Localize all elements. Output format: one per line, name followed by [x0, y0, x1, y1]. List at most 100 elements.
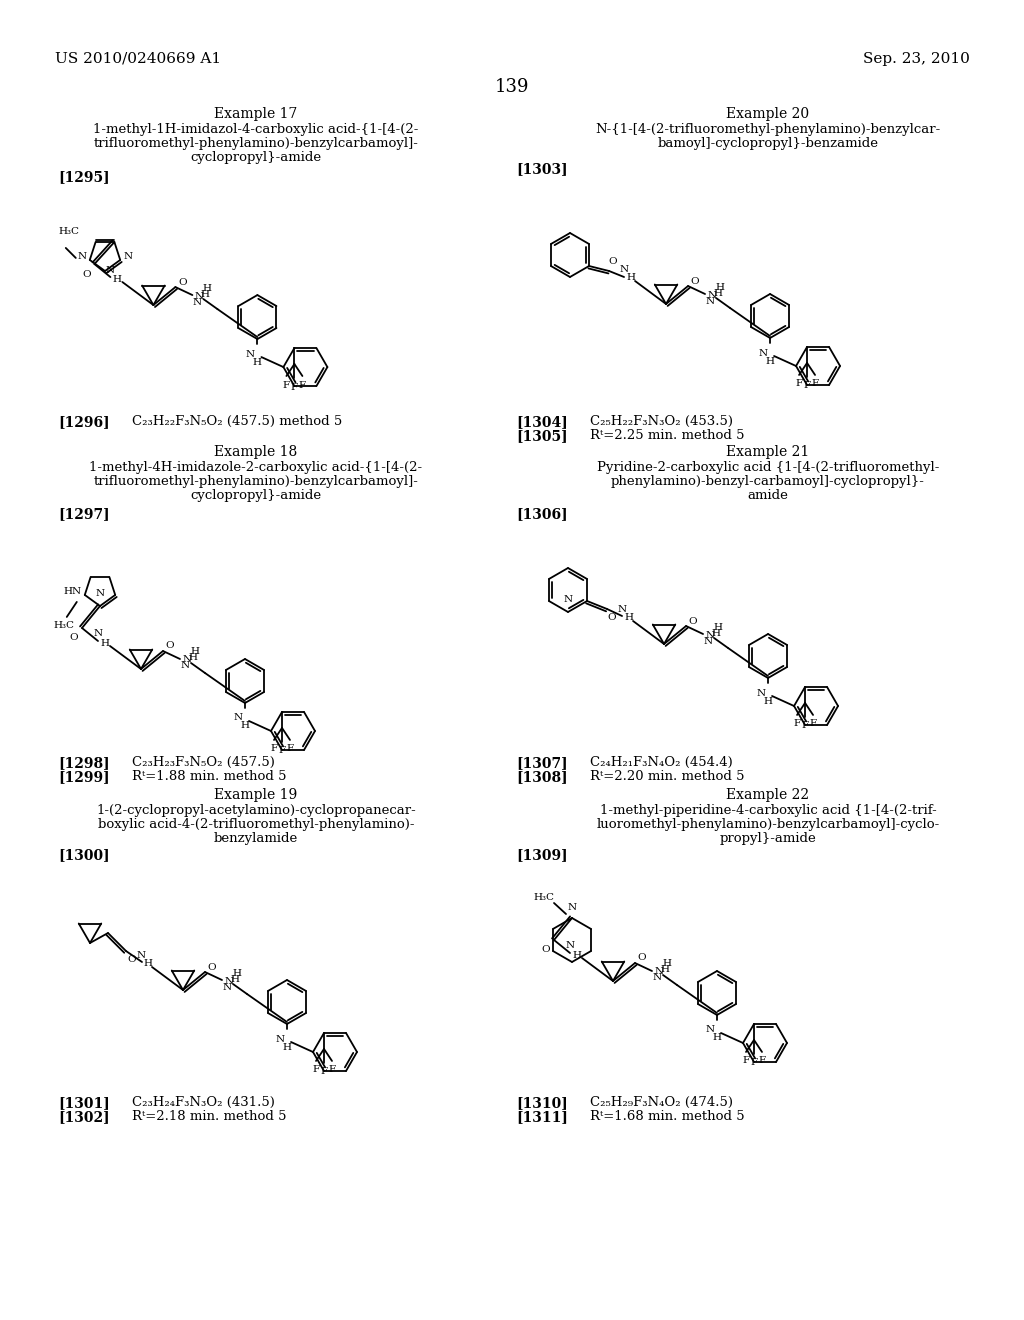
Text: Rᵗ=2.20 min. method 5: Rᵗ=2.20 min. method 5 — [590, 770, 744, 783]
Text: O: O — [638, 953, 646, 962]
Text: O: O — [166, 642, 174, 651]
Text: Rᵗ=1.68 min. method 5: Rᵗ=1.68 min. method 5 — [590, 1110, 744, 1123]
Text: H: H — [283, 1043, 292, 1052]
Text: F: F — [796, 379, 803, 388]
Text: N: N — [180, 661, 189, 671]
Text: F: F — [299, 380, 306, 389]
Text: H₃C: H₃C — [534, 894, 555, 903]
Text: O: O — [607, 612, 616, 622]
Text: F: F — [270, 744, 278, 754]
Text: H: H — [716, 282, 725, 292]
Text: F: F — [742, 1056, 750, 1065]
Text: H: H — [143, 960, 153, 969]
Text: H: H — [714, 623, 723, 631]
Text: N: N — [93, 630, 102, 639]
Text: N: N — [275, 1035, 285, 1044]
Text: trifluoromethyl-phenylamino)-benzylcarbamoyl]-: trifluoromethyl-phenylamino)-benzylcarba… — [93, 475, 419, 488]
Text: 1-methyl-4H-imidazole-2-carboxylic acid-{1-[4-(2-: 1-methyl-4H-imidazole-2-carboxylic acid-… — [89, 461, 423, 474]
Text: Example 20: Example 20 — [726, 107, 810, 121]
Text: [1306]: [1306] — [516, 507, 567, 521]
Text: H: H — [764, 697, 772, 705]
Text: Rᵗ=2.18 min. method 5: Rᵗ=2.18 min. method 5 — [132, 1110, 287, 1123]
Text: N: N — [563, 595, 572, 605]
Text: N: N — [233, 714, 243, 722]
Text: O: O — [691, 276, 699, 285]
Text: F: F — [321, 1068, 328, 1076]
Text: Example 18: Example 18 — [214, 445, 298, 459]
Text: 139: 139 — [495, 78, 529, 96]
Text: [1302]: [1302] — [58, 1110, 110, 1125]
Text: boxylic acid-4-(2-trifluoromethyl-phenylamino)-: boxylic acid-4-(2-trifluoromethyl-phenyl… — [97, 818, 415, 832]
Text: [1309]: [1309] — [516, 847, 567, 862]
Text: F: F — [804, 381, 811, 391]
Text: H₃C: H₃C — [58, 227, 80, 235]
Text: H: H — [712, 628, 721, 638]
Text: N: N — [654, 968, 664, 977]
Text: phenylamino)-benzyl-carbamoyl]-cyclopropyl}-: phenylamino)-benzyl-carbamoyl]-cycloprop… — [611, 475, 925, 488]
Text: N: N — [182, 656, 191, 664]
Text: C₂₃H₂₂F₃N₅O₂ (457.5) method 5: C₂₃H₂₂F₃N₅O₂ (457.5) method 5 — [132, 414, 342, 428]
Text: cyclopropyl}-amide: cyclopropyl}-amide — [190, 150, 322, 164]
Text: C₂₅H₂₂F₃N₃O₂ (453.5): C₂₅H₂₂F₃N₃O₂ (453.5) — [590, 414, 733, 428]
Text: H: H — [625, 614, 634, 623]
Text: [1300]: [1300] — [58, 847, 110, 862]
Text: 1-(2-cyclopropyl-acetylamino)-cyclopropanecar-: 1-(2-cyclopropyl-acetylamino)-cyclopropa… — [96, 804, 416, 817]
Text: F: F — [794, 719, 801, 729]
Text: H: H — [188, 653, 198, 663]
Text: F: F — [279, 746, 286, 755]
Text: C₂₃H₂₃F₃N₅O₂ (457.5): C₂₃H₂₃F₃N₅O₂ (457.5) — [132, 756, 274, 770]
Text: [1303]: [1303] — [516, 162, 567, 176]
Text: N: N — [706, 1026, 715, 1035]
Text: N-{1-[4-(2-trifluoromethyl-phenylamino)-benzylcar-: N-{1-[4-(2-trifluoromethyl-phenylamino)-… — [595, 123, 941, 136]
Text: H: H — [230, 974, 240, 983]
Text: C₂₃H₂₄F₃N₃O₂ (431.5): C₂₃H₂₄F₃N₃O₂ (431.5) — [132, 1096, 274, 1109]
Text: N: N — [759, 348, 768, 358]
Text: [1297]: [1297] — [58, 507, 110, 521]
Text: H: H — [714, 289, 723, 297]
Text: O: O — [82, 269, 91, 279]
Text: F: F — [751, 1059, 758, 1068]
Text: N: N — [706, 297, 715, 305]
Text: [1310]: [1310] — [516, 1096, 567, 1110]
Text: N: N — [105, 265, 115, 275]
Text: N: N — [620, 264, 629, 273]
Text: N: N — [193, 297, 202, 306]
Text: [1311]: [1311] — [516, 1110, 568, 1125]
Text: Example 19: Example 19 — [214, 788, 298, 803]
Text: N: N — [124, 252, 133, 261]
Text: C₂₅H₂₉F₃N₄O₂ (474.5): C₂₅H₂₉F₃N₄O₂ (474.5) — [590, 1096, 733, 1109]
Text: [1305]: [1305] — [516, 429, 567, 444]
Text: amide: amide — [748, 488, 788, 502]
Text: H: H — [627, 273, 636, 282]
Text: O: O — [70, 634, 78, 643]
Text: bamoyl]-cyclopropyl}-benzamide: bamoyl]-cyclopropyl}-benzamide — [657, 137, 879, 150]
Text: N: N — [195, 292, 204, 301]
Text: N: N — [565, 941, 574, 950]
Text: N: N — [246, 350, 255, 359]
Text: [1304]: [1304] — [516, 414, 567, 429]
Text: [1308]: [1308] — [516, 770, 567, 784]
Text: F: F — [759, 1056, 766, 1065]
Text: O: O — [689, 616, 697, 626]
Text: 1-methyl-1H-imidazol-4-carboxylic acid-{1-[4-(2-: 1-methyl-1H-imidazol-4-carboxylic acid-{… — [93, 123, 419, 136]
Text: N: N — [617, 605, 627, 614]
Text: H: H — [572, 950, 582, 960]
Text: luoromethyl-phenylamino)-benzylcarbamoyl]-cyclo-: luoromethyl-phenylamino)-benzylcarbamoyl… — [596, 818, 940, 832]
Text: [1298]: [1298] — [58, 756, 110, 770]
Text: N: N — [757, 689, 766, 697]
Text: H: H — [190, 648, 200, 656]
Text: F: F — [287, 744, 294, 754]
Text: H: H — [113, 275, 122, 284]
Text: N: N — [77, 252, 86, 261]
Text: trifluoromethyl-phenylamino)-benzylcarbamoyl]-: trifluoromethyl-phenylamino)-benzylcarba… — [93, 137, 419, 150]
Text: [1296]: [1296] — [58, 414, 110, 429]
Text: H: H — [713, 1034, 722, 1043]
Text: [1295]: [1295] — [58, 170, 110, 183]
Text: Example 21: Example 21 — [726, 445, 810, 459]
Text: H: H — [100, 639, 110, 648]
Text: 1-methyl-piperidine-4-carboxylic acid {1-[4-(2-trif-: 1-methyl-piperidine-4-carboxylic acid {1… — [600, 804, 936, 817]
Text: O: O — [178, 277, 186, 286]
Text: cyclopropyl}-amide: cyclopropyl}-amide — [190, 488, 322, 502]
Text: N: N — [136, 950, 145, 960]
Text: N: N — [703, 636, 713, 645]
